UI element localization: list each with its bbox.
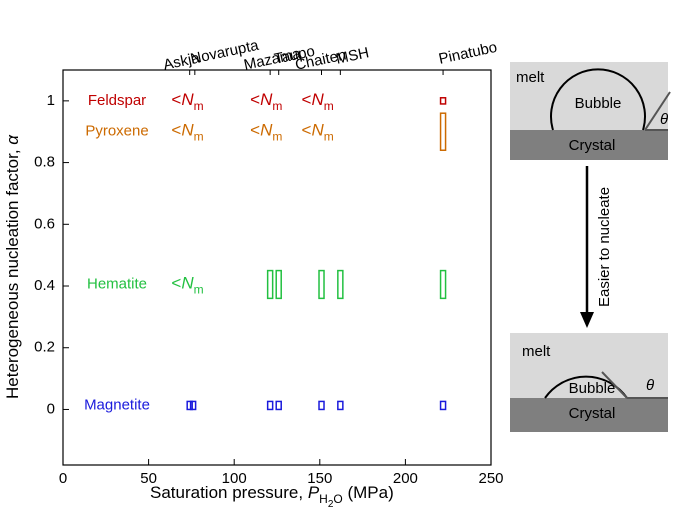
series-label: Pyroxene <box>85 123 148 140</box>
x-label-unit: (MPa) <box>343 483 394 502</box>
diagram-bottom: melt Bubble Crystal θ <box>510 333 668 432</box>
less-than: < <box>171 90 181 109</box>
range-bar <box>439 400 447 411</box>
range-bar <box>266 400 274 411</box>
below-nm-label: <Nm <box>250 121 282 144</box>
x-label-text: Saturation pressure, <box>150 483 308 502</box>
series-label: Magnetite <box>84 396 150 413</box>
nm-letter: N <box>181 274 194 293</box>
x-label-sub-num: 2 <box>328 499 334 510</box>
diagram-top: melt Bubble Crystal θ <box>510 62 671 160</box>
arrow-head <box>580 312 594 328</box>
nm-letter: N <box>181 90 194 109</box>
less-than: < <box>171 121 181 140</box>
nm-letter: N <box>311 121 324 140</box>
y-label-var: α <box>3 134 22 145</box>
nm-letter: N <box>311 90 324 109</box>
below-nm-label: <Nm <box>250 90 282 113</box>
x-tick-label: 250 <box>478 470 503 487</box>
x-label-var: P <box>308 483 320 502</box>
crystal-region <box>510 130 668 160</box>
nm-sub: m <box>272 99 282 113</box>
melt-region <box>510 333 668 398</box>
nm-letter: N <box>181 121 194 140</box>
tangent-line <box>644 91 671 131</box>
x-tick-label: 200 <box>393 470 418 487</box>
nm-letter: N <box>260 90 273 109</box>
nm-sub: m <box>194 130 204 144</box>
y-tick-label: 1 <box>47 92 55 109</box>
nm-letter: N <box>260 121 273 140</box>
range-bar <box>318 269 325 300</box>
nm-sub: m <box>194 99 204 113</box>
nm-sub: m <box>324 99 334 113</box>
x-label-sub: H <box>319 492 328 506</box>
crystal-label: Crystal <box>569 405 616 422</box>
y-tick-label: 0.8 <box>34 154 55 171</box>
nm-sub: m <box>194 283 204 297</box>
range-bar <box>439 97 447 105</box>
range-bar <box>439 112 447 151</box>
melt-label: melt <box>522 343 551 360</box>
melt-label: melt <box>516 69 545 86</box>
below-nm-label: <Nm <box>302 90 334 113</box>
nm-sub: m <box>272 130 282 144</box>
x-tick-label: 150 <box>307 470 332 487</box>
range-bar <box>275 269 282 300</box>
x-tick-label: 50 <box>140 470 157 487</box>
below-nm-label: <Nm <box>171 274 203 297</box>
angle-label: θ <box>646 377 654 394</box>
below-nm-label: <Nm <box>171 90 203 113</box>
less-than: < <box>250 90 260 109</box>
series-label: Hematite <box>87 275 147 292</box>
arrow-label: Easier to nucleate <box>596 187 613 307</box>
angle-label: θ <box>660 111 668 128</box>
bubble-label: Bubble <box>569 380 616 397</box>
range-bar <box>189 400 197 411</box>
x-axis-label: Saturation pressure, PH2O (MPa) <box>150 483 394 509</box>
range-bar <box>337 400 344 411</box>
melt-region <box>510 62 668 130</box>
range-bar <box>337 269 344 300</box>
y-tick-label: 0.6 <box>34 215 55 232</box>
bubble-outline <box>550 68 646 131</box>
range-bar <box>275 400 282 411</box>
less-than: < <box>250 121 260 140</box>
range-bar <box>266 269 274 300</box>
y-label-text: Heterogeneous nucleation factor, <box>3 145 22 399</box>
less-than: < <box>302 121 312 140</box>
y-axis-label: Heterogeneous nucleation factor, α <box>3 134 22 399</box>
range-bar <box>439 269 447 300</box>
tangent-line <box>601 371 628 399</box>
series-label: Feldspar <box>88 92 146 109</box>
range-bar <box>186 400 193 411</box>
below-nm-label: <Nm <box>302 121 334 144</box>
range-bar <box>318 400 325 411</box>
below-nm-label: <Nm <box>171 121 203 144</box>
less-than: < <box>171 274 181 293</box>
crystal-label: Crystal <box>569 137 616 154</box>
volcano-label: MSH <box>334 44 370 68</box>
less-than: < <box>302 90 312 109</box>
crystal-region <box>510 398 668 432</box>
y-tick-label: 0.2 <box>34 339 55 356</box>
y-tick-label: 0 <box>47 400 55 417</box>
nm-sub: m <box>324 130 334 144</box>
y-tick-label: 0.4 <box>34 277 55 294</box>
bubble-label: Bubble <box>575 95 622 112</box>
x-tick-label: 0 <box>59 470 67 487</box>
x-tick-label: 100 <box>222 470 247 487</box>
plot-frame <box>62 69 492 466</box>
x-label-sub-end: O <box>333 492 342 506</box>
